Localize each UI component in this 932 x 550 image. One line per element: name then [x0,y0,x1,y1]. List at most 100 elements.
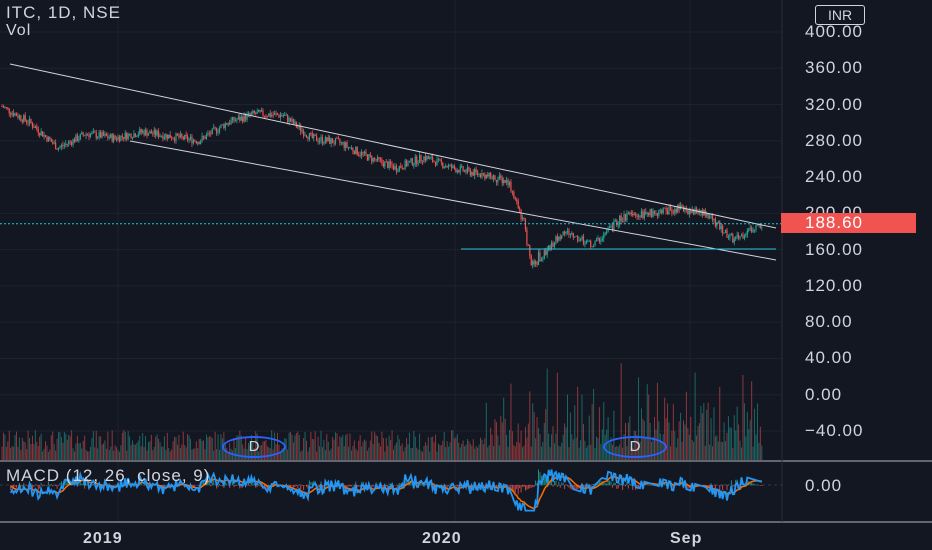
macd-histogram-bar [622,485,624,490]
macd-histogram-bar [652,485,654,486]
candle-body [726,229,728,238]
volume-bar [408,432,410,460]
volume-bar [175,437,177,460]
candle-body [411,158,413,166]
macd-histogram-bar [604,483,606,486]
candle-body [687,209,689,215]
volume-bar [509,430,510,460]
volume-bar [340,437,342,460]
candle-body [601,238,603,241]
volume-bar [75,443,77,460]
candle-body [495,180,498,183]
volume-bar [466,439,468,460]
candle-body [755,225,757,230]
macd-histogram-bar [516,485,518,490]
volume-bar [26,449,28,460]
candle-body [36,126,38,130]
macd-histogram-bar [252,485,254,486]
volume-bar [145,435,147,460]
dividend-badge[interactable]: D [603,436,667,458]
volume-bar [504,418,506,460]
candle-body [624,214,627,221]
candle-body [545,250,547,255]
volume-bar [742,374,744,460]
volume-bar [353,440,355,460]
volume-label[interactable]: Vol [6,22,32,39]
macd-histogram-bar [735,479,737,486]
volume-bar [452,430,454,460]
macd-histogram-bar [165,485,167,486]
candle-body [347,147,350,148]
candle-body [477,171,479,175]
volume-bar [561,442,563,460]
volume-bar [427,437,429,460]
candle-body [668,206,670,215]
volume-bar [324,450,326,460]
volume-bar [461,443,463,460]
candle-body [188,138,190,141]
volume-bar [735,430,737,460]
candle-body [295,121,297,128]
volume-bar [741,447,742,460]
candle-body [62,145,64,147]
macd-histogram-bar [597,482,599,486]
dividend-badge[interactable]: D [222,436,286,458]
macd-histogram-bar [574,485,576,491]
macd-histogram-bar [714,485,716,491]
volume-bar [493,446,495,460]
macd-histogram-bar [221,485,223,487]
volume-bar [107,431,109,460]
volume-bar [400,445,402,460]
candle-body [339,139,341,143]
macd-histogram-bar [220,485,222,487]
macd-histogram-bar [630,484,632,486]
candle-body [256,111,258,114]
volume-bar [294,435,296,460]
macd-histogram-bar [36,485,38,486]
volume-bar [201,440,203,460]
macd-histogram-bar [387,485,389,489]
macd-histogram-bar [751,482,753,486]
macd-histogram-bar [249,485,251,487]
volume-bar [687,427,689,460]
currency-button[interactable]: INR [815,5,865,25]
volume-bar [326,434,328,460]
macd-histogram-bar [361,482,363,486]
candle-body [198,141,200,145]
candle-body [381,159,383,163]
candle-body [159,135,161,137]
volume-bar [520,430,522,460]
volume-bar [174,436,176,460]
candle-body [664,207,666,209]
macd-histogram-bar [707,485,709,488]
candle-body [65,143,67,145]
candle-body [110,134,112,138]
candle-body [275,113,277,114]
symbol-header[interactable]: ITC, 1D, NSE Vol [6,4,121,40]
macd-histogram-bar [179,481,181,486]
symbol-title[interactable]: ITC, 1D, NSE [6,3,121,22]
volume-bar [403,451,405,460]
macd-histogram-bar [211,482,213,486]
candle-body [566,230,569,232]
macd-histogram-bar [725,484,727,486]
volume-bar [348,446,350,460]
candle-body [711,215,714,220]
trendlines[interactable] [0,63,782,261]
volume-bar [142,432,144,460]
volume-bar [581,394,583,460]
volume-bar [678,421,680,460]
candle-body [688,210,690,215]
candle-body [729,234,731,238]
macd-histogram-bar [514,485,516,493]
candle-body [130,133,132,139]
volume-bar [714,436,716,460]
macd-label[interactable]: MACD (12, 26, close, 9) [6,466,211,485]
volume-bar [287,449,289,460]
channel-lower-line [129,140,777,261]
candle-body [318,140,321,142]
candle-body [75,135,77,143]
volume-bar [379,446,381,460]
volume-bar [185,447,187,460]
